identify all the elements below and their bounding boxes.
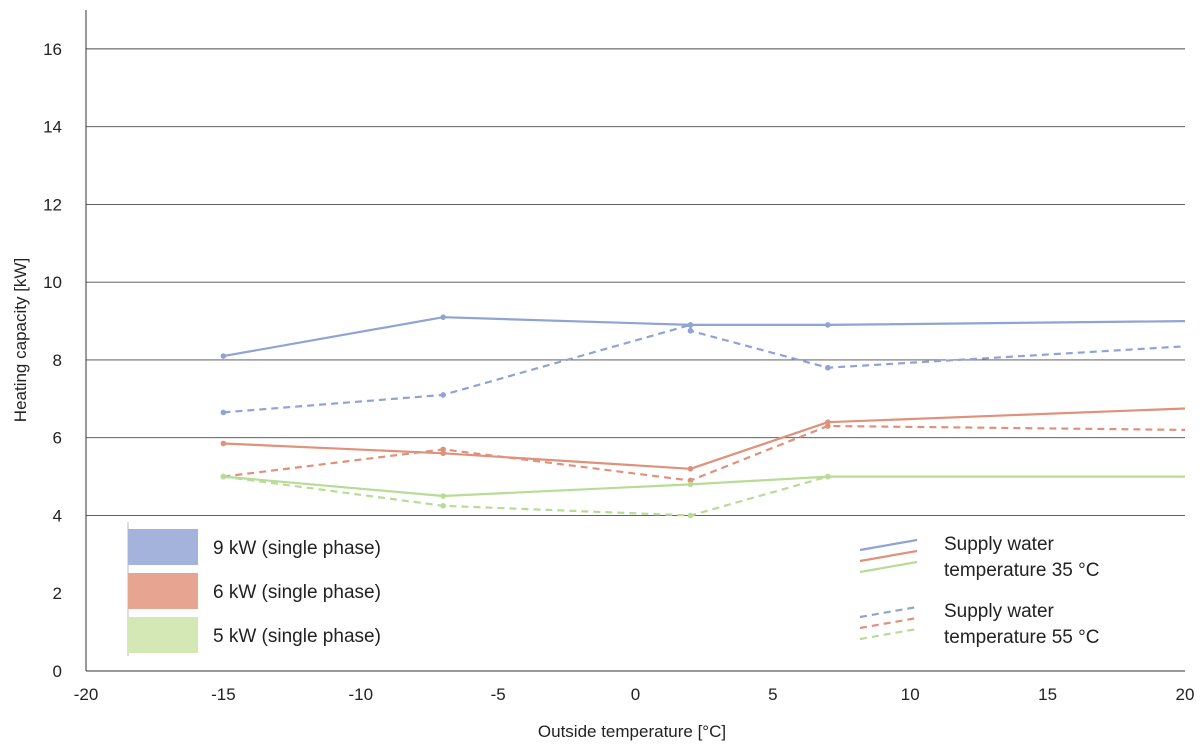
x-tick-label: 20: [1176, 685, 1195, 704]
y-tick-label: 14: [43, 118, 62, 137]
data-point: [825, 423, 831, 429]
y-tick-label: 8: [53, 351, 62, 370]
legend-line-sample: [859, 538, 918, 552]
data-point: [687, 481, 694, 488]
legend-line-sample: [859, 627, 918, 641]
data-point: [687, 512, 694, 519]
data-point: [687, 477, 694, 484]
data-point: [440, 392, 446, 398]
legend-label: 5 kW (single phase): [213, 626, 381, 647]
legend-units: 9 kW (single phase) 6 kW (single phase) 5 …: [127, 522, 381, 656]
y-tick-label: 10: [43, 273, 62, 292]
legend-style-label: Supply water: [944, 534, 1055, 555]
data-point: [440, 314, 446, 320]
x-tick-label: -15: [211, 685, 236, 704]
series-line-1: [223, 323, 1186, 414]
data-point: [440, 493, 446, 499]
x-axis-title: Outside temperature [°C]: [538, 722, 726, 741]
y-axis-title: Heating capacity [kW]: [11, 258, 30, 422]
y-tick-label: 12: [43, 195, 62, 214]
x-tick-label: -10: [348, 685, 373, 704]
x-tick-label: -20: [74, 685, 99, 704]
data-point: [687, 327, 694, 334]
x-tick-label: 5: [768, 685, 777, 704]
series-line-0: [223, 316, 1186, 358]
x-tick-label: 0: [631, 685, 640, 704]
data-point: [440, 450, 446, 457]
legend-swatch: [128, 529, 198, 565]
gridlines: [86, 48, 1185, 516]
legend-style-label: temperature 35 °C: [944, 560, 1099, 581]
data-point: [440, 446, 446, 453]
series-line-4: [223, 475, 1185, 498]
x-tick-label: 15: [1038, 685, 1057, 704]
legend-supply-temperature: Supply water temperature 35 °C Supply wate…: [859, 534, 1099, 648]
data-point: [825, 473, 831, 480]
legend-line-sample: [859, 549, 918, 563]
legend-style-label: Supply water: [944, 601, 1055, 622]
x-tick-label: -5: [491, 685, 506, 704]
series-lines: [220, 314, 1186, 519]
data-point: [440, 502, 446, 509]
series-line-5: [223, 475, 829, 517]
series-line-3: [223, 424, 1186, 482]
data-point: [687, 322, 694, 328]
legend-line-sample: [859, 605, 918, 619]
data-point: [825, 322, 831, 328]
legend-label: 6 kW (single phase): [213, 582, 381, 603]
y-tick-label: 2: [53, 584, 62, 603]
tick-labels: 0 2 4 6 8 10 12 14 16 -20 -15 -10 -5 0 5 10 15 20: [43, 40, 1194, 704]
data-point: [687, 466, 694, 472]
legend-swatch: [128, 617, 198, 653]
axes: [85, 10, 1185, 672]
x-tick-label: 10: [901, 685, 920, 704]
y-tick-label: 0: [53, 662, 62, 681]
y-tick-label: 4: [53, 506, 62, 525]
y-tick-label: 16: [43, 40, 62, 59]
data-point: [825, 364, 831, 371]
data-point: [825, 419, 831, 425]
legend-line-sample: [859, 616, 918, 630]
legend-label: 9 kW (single phase): [213, 538, 381, 559]
data-point: [220, 473, 227, 480]
y-tick-label: 6: [53, 429, 62, 448]
data-point: [220, 409, 227, 416]
data-point: [220, 353, 227, 359]
legend-swatch: [128, 573, 198, 609]
legend-line-sample: [859, 560, 918, 574]
legend-style-label: temperature 55 °C: [944, 627, 1099, 648]
data-point: [220, 440, 227, 447]
